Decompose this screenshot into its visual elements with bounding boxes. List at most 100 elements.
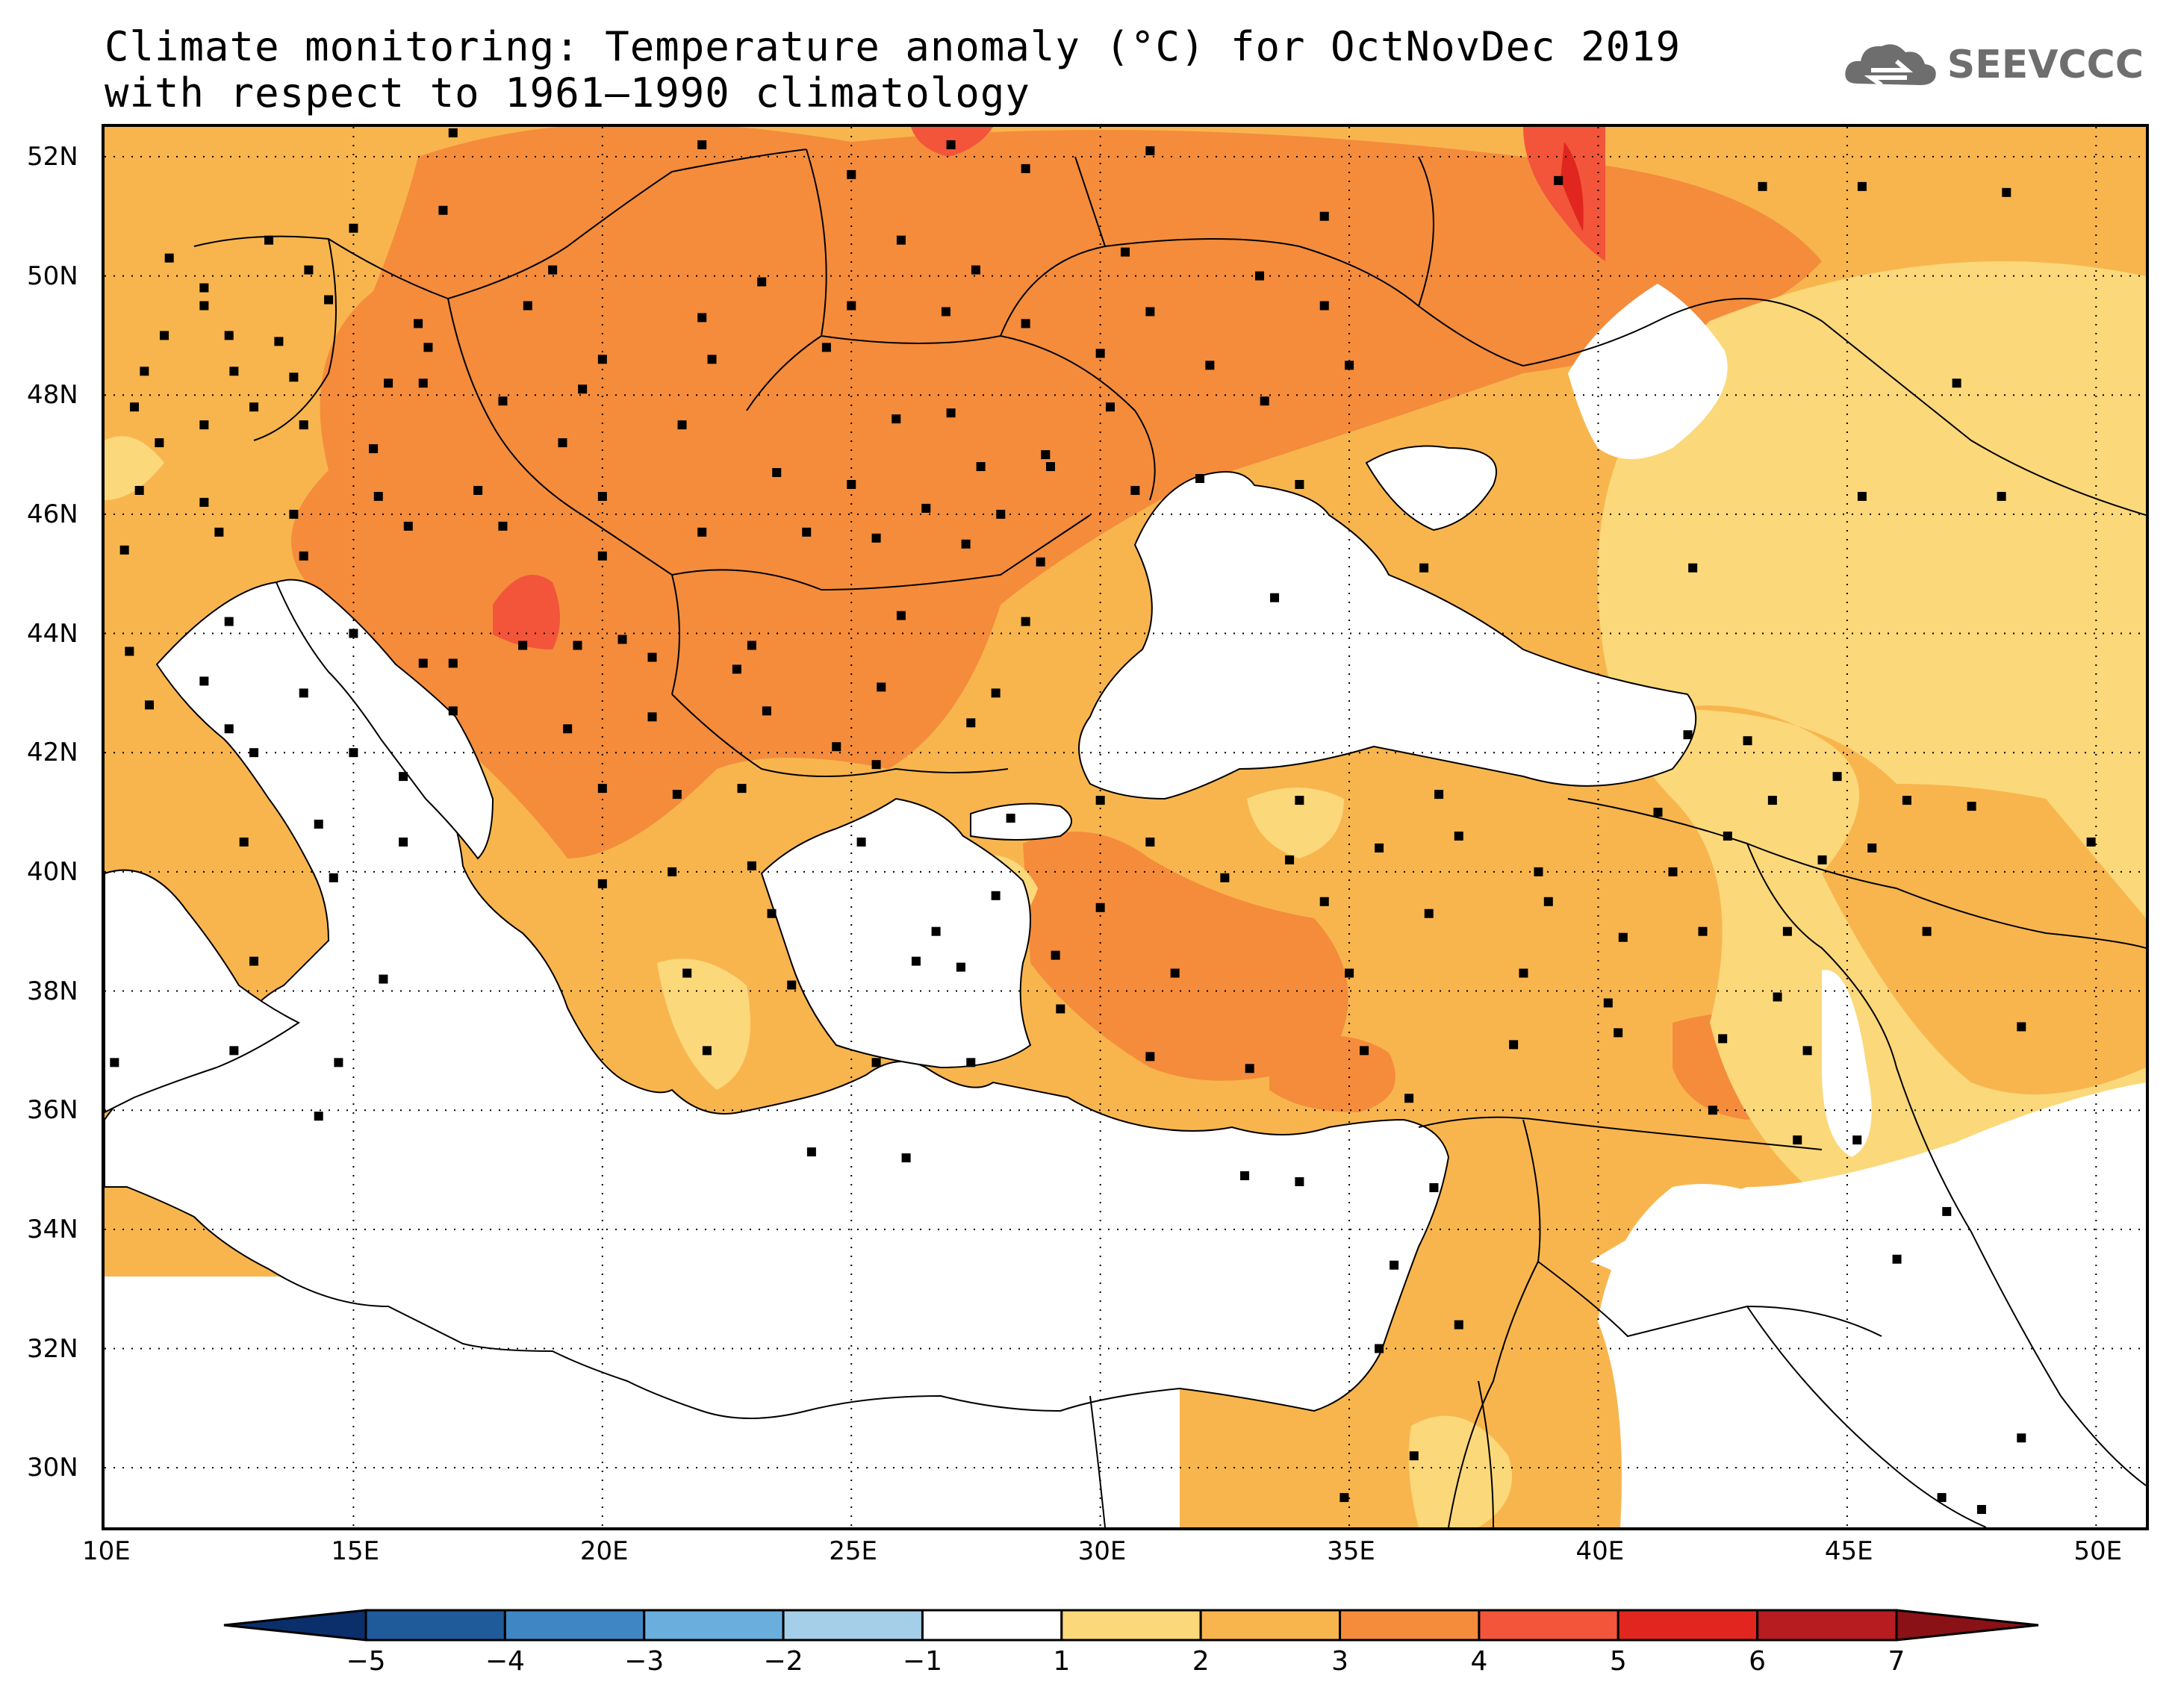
logo-text: SEEVCCC xyxy=(1947,43,2144,87)
station-marker xyxy=(956,962,965,972)
station-marker xyxy=(558,438,567,448)
station-marker xyxy=(1718,1034,1728,1044)
station-marker xyxy=(847,301,856,311)
station-marker xyxy=(1345,968,1354,978)
station-marker xyxy=(1902,796,1911,805)
y-tick-label: 48N xyxy=(27,380,78,411)
anomaly-zone-3to4-north xyxy=(291,127,1822,858)
station-marker xyxy=(1937,1493,1947,1503)
station-marker xyxy=(249,956,259,966)
station-marker xyxy=(1220,873,1230,882)
anomaly-zone-4to5-northeast xyxy=(1523,127,1605,261)
station-marker xyxy=(1967,802,1976,811)
station-marker xyxy=(1554,175,1563,185)
station-marker xyxy=(1404,1094,1414,1103)
station-marker xyxy=(762,706,771,716)
station-marker xyxy=(617,635,627,644)
station-marker xyxy=(921,503,931,513)
station-marker xyxy=(1429,1182,1439,1192)
station-marker xyxy=(1409,1451,1419,1461)
station-marker xyxy=(414,319,423,328)
station-marker xyxy=(518,640,528,650)
y-tick-label: 30N xyxy=(27,1453,78,1483)
station-marker xyxy=(991,891,1001,900)
cloud-icon xyxy=(1845,44,1936,87)
station-marker xyxy=(438,205,448,215)
station-marker xyxy=(597,784,607,794)
station-marker xyxy=(304,265,314,275)
station-marker xyxy=(1319,301,1329,311)
station-marker xyxy=(1095,349,1105,358)
station-marker xyxy=(289,509,299,519)
station-marker xyxy=(911,956,921,966)
colorbar-tick-label: 6 xyxy=(1749,1646,1767,1677)
station-marker xyxy=(1145,1052,1155,1062)
station-marker xyxy=(802,527,812,537)
station-marker xyxy=(473,485,483,495)
station-marker xyxy=(597,551,607,561)
colorbar-under-triangle xyxy=(223,1609,367,1642)
station-marker xyxy=(1021,163,1030,173)
station-marker xyxy=(946,408,956,418)
y-tick-label: 36N xyxy=(27,1095,78,1126)
station-marker xyxy=(1360,1046,1369,1056)
anomaly-zone-neutral-syria-desert xyxy=(1598,1184,1956,1527)
station-marker xyxy=(1295,796,1304,805)
station-marker xyxy=(1170,968,1180,978)
station-marker xyxy=(1519,968,1528,978)
y-tick-label: 52N xyxy=(27,141,78,172)
station-marker xyxy=(349,748,358,758)
station-marker xyxy=(1056,1004,1065,1014)
station-marker xyxy=(1454,831,1463,841)
colorbar-tick-label: 4 xyxy=(1470,1646,1488,1677)
y-tick-label: 34N xyxy=(27,1214,78,1244)
station-marker xyxy=(384,378,393,388)
station-marker xyxy=(1767,796,1777,805)
station-marker xyxy=(647,652,657,662)
station-marker xyxy=(1857,181,1867,191)
station-marker xyxy=(199,283,209,293)
station-marker xyxy=(399,837,408,847)
x-tick-label: 10E xyxy=(82,1536,131,1566)
seevccc-logo: SEEVCCC xyxy=(1843,39,2144,91)
station-marker xyxy=(1145,837,1155,847)
station-marker xyxy=(229,367,239,376)
sea-of-marmara xyxy=(970,802,1072,841)
station-marker xyxy=(498,521,508,531)
station-marker xyxy=(772,468,782,478)
anomaly-zone-5to6-northeast xyxy=(1561,142,1584,231)
station-marker xyxy=(573,640,582,650)
station-marker xyxy=(289,373,299,382)
title-line-2: with respect to 1961–1990 climatology xyxy=(105,69,1030,116)
station-marker xyxy=(1683,730,1693,740)
station-marker xyxy=(597,491,607,501)
x-tick-label: 40E xyxy=(1575,1536,1625,1566)
colorbar-tick-label: −1 xyxy=(902,1646,942,1677)
station-marker xyxy=(199,497,209,507)
station-marker xyxy=(1952,378,1961,388)
station-marker xyxy=(996,509,1006,519)
station-marker xyxy=(1534,867,1543,876)
station-marker xyxy=(1095,903,1105,912)
station-marker xyxy=(1614,1028,1623,1038)
station-marker xyxy=(697,140,707,149)
station-marker xyxy=(1603,998,1613,1008)
station-marker xyxy=(498,396,508,406)
station-marker xyxy=(1942,1206,1952,1216)
station-marker xyxy=(1145,146,1155,155)
x-tick-label: 20E xyxy=(579,1536,629,1566)
anomaly-zone-3to4-turkey-east xyxy=(1023,832,1348,1081)
station-marker xyxy=(821,343,831,352)
station-marker xyxy=(1976,1505,1986,1515)
station-marker xyxy=(1095,796,1105,805)
station-marker xyxy=(403,521,413,531)
station-marker xyxy=(224,331,234,340)
station-marker xyxy=(1743,736,1752,746)
station-markers-layer xyxy=(110,128,2096,1515)
station-marker xyxy=(1375,1344,1384,1353)
station-marker xyxy=(274,337,284,346)
station-marker xyxy=(140,367,149,376)
station-marker xyxy=(647,712,657,722)
station-marker xyxy=(1543,897,1553,906)
y-tick-label: 44N xyxy=(27,618,78,649)
